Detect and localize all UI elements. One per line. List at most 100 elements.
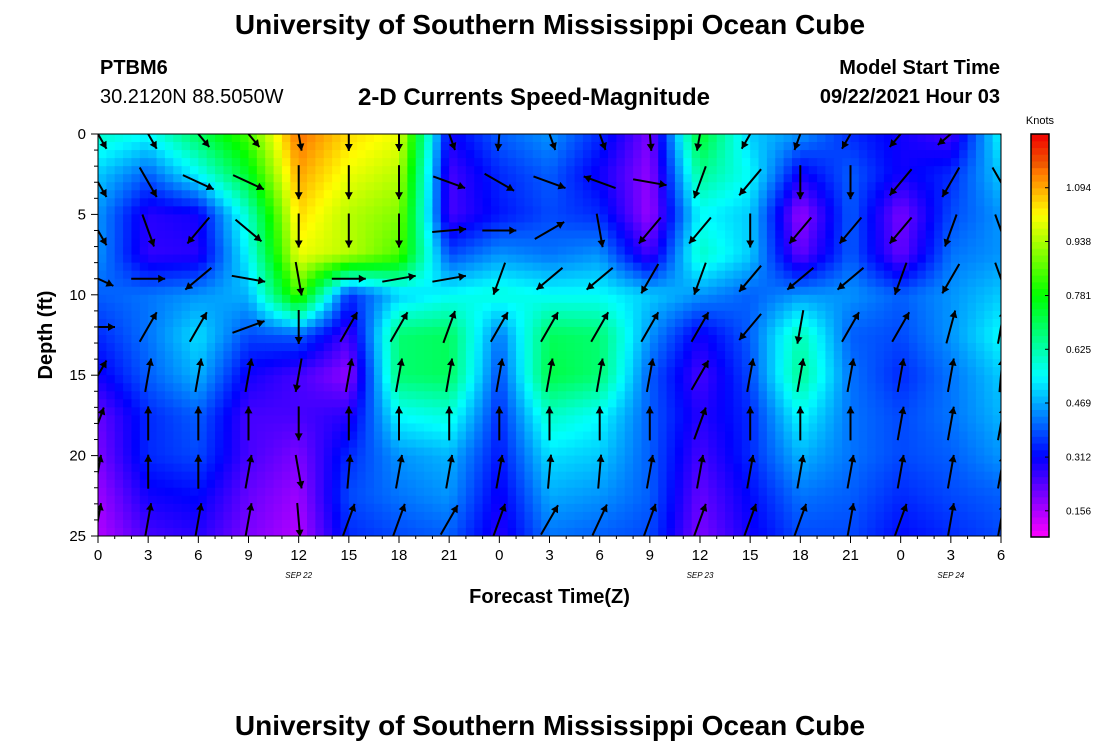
heatmap-cell	[332, 182, 342, 191]
heatmap-cell	[499, 495, 509, 505]
heatmap-cell	[867, 495, 877, 505]
heatmap-cell	[373, 286, 383, 296]
heatmap-cell	[900, 335, 910, 344]
heatmap-cell	[825, 174, 835, 183]
heatmap-cell	[766, 415, 776, 425]
heatmap-cell	[791, 495, 801, 505]
heatmap-cell	[700, 487, 709, 497]
heatmap-cell	[800, 206, 810, 215]
heatmap-cell	[666, 262, 676, 272]
heatmap-cell	[474, 254, 484, 264]
heatmap-cell	[850, 254, 860, 264]
heatmap-cell	[649, 150, 659, 159]
heatmap-cell	[741, 399, 751, 408]
heatmap-cell	[633, 134, 643, 143]
heatmap-cell	[591, 166, 601, 175]
heatmap-cell	[290, 262, 300, 272]
heatmap-cell	[256, 294, 266, 304]
heatmap-cell	[942, 407, 952, 416]
heatmap-cell	[415, 359, 425, 368]
heatmap-cell	[658, 463, 668, 473]
heatmap-cell	[332, 326, 342, 336]
heatmap-cell	[775, 254, 785, 264]
heatmap-cell	[156, 158, 166, 167]
heatmap-cell	[791, 238, 801, 248]
heatmap-cell	[131, 142, 141, 151]
heatmap-cell	[875, 351, 885, 360]
heatmap-cell	[449, 431, 459, 441]
heatmap-cell	[775, 206, 785, 215]
heatmap-cell	[641, 134, 651, 143]
heatmap-cell	[817, 182, 827, 191]
heatmap-cell	[415, 495, 425, 505]
heatmap-cell	[490, 270, 500, 280]
heatmap-cell	[332, 302, 342, 312]
heatmap-cell	[532, 487, 542, 497]
heatmap-cell	[223, 471, 233, 481]
heatmap-cell	[909, 351, 918, 360]
heatmap-cell	[298, 310, 308, 320]
heatmap-cell	[783, 166, 793, 175]
heatmap-cell	[783, 326, 793, 336]
heatmap-cell	[499, 254, 509, 264]
heatmap-cell	[223, 238, 233, 248]
heatmap-cell	[373, 198, 383, 207]
heatmap-cell	[265, 134, 275, 143]
heatmap-cell	[206, 415, 216, 425]
heatmap-cell	[783, 278, 793, 288]
heatmap-cell	[215, 463, 225, 473]
heatmap-cell	[858, 326, 868, 336]
heatmap-cell	[591, 383, 601, 392]
heatmap-cell	[490, 415, 500, 425]
heatmap-cell	[900, 439, 910, 449]
heatmap-cell	[532, 182, 542, 191]
heatmap-cell	[357, 367, 367, 376]
heatmap-cell	[198, 198, 208, 207]
heatmap-cell	[215, 367, 225, 376]
heatmap-cell	[499, 407, 509, 416]
heatmap-cell	[231, 487, 241, 497]
heatmap-cell	[340, 222, 350, 232]
heatmap-cell	[967, 166, 977, 175]
heatmap-cell	[674, 383, 684, 392]
heatmap-cell	[348, 270, 358, 280]
heatmap-cell	[925, 198, 935, 207]
heatmap-cell	[273, 278, 283, 288]
heatmap-cell	[98, 182, 107, 191]
heatmap-cell	[775, 335, 785, 344]
heatmap-cell	[892, 190, 902, 199]
heatmap-cell	[323, 343, 333, 352]
heatmap-cell	[666, 230, 676, 240]
heatmap-cell	[131, 359, 141, 368]
heatmap-cell	[148, 254, 158, 264]
heatmap-cell	[599, 206, 609, 215]
heatmap-cell	[892, 495, 902, 505]
heatmap-cell	[499, 238, 509, 248]
heatmap-cell	[248, 142, 258, 151]
heatmap-cell	[106, 262, 116, 272]
heatmap-cell	[131, 214, 141, 224]
heatmap-cell	[733, 286, 743, 296]
heatmap-cell	[399, 415, 408, 425]
heatmap-cell	[524, 158, 534, 167]
heatmap-cell	[892, 383, 902, 392]
heatmap-cell	[164, 383, 174, 392]
heatmap-cell	[215, 214, 225, 224]
heatmap-cell	[582, 479, 592, 489]
heatmap-cell	[273, 407, 283, 416]
heatmap-cell	[900, 238, 910, 248]
heatmap-cell	[850, 343, 860, 352]
heatmap-cell	[465, 335, 475, 344]
heatmap-cell	[240, 415, 250, 425]
heatmap-cell	[599, 399, 609, 408]
heatmap-cell	[800, 431, 810, 441]
heatmap-cell	[490, 391, 500, 400]
heatmap-cell	[340, 302, 350, 312]
heatmap-cell	[766, 326, 776, 336]
heatmap-cell	[399, 383, 408, 392]
heatmap-cell	[273, 343, 283, 352]
heatmap-cell	[482, 230, 492, 240]
heatmap-cell	[950, 351, 960, 360]
heatmap-cell	[967, 142, 977, 151]
heatmap-cell	[733, 190, 743, 199]
